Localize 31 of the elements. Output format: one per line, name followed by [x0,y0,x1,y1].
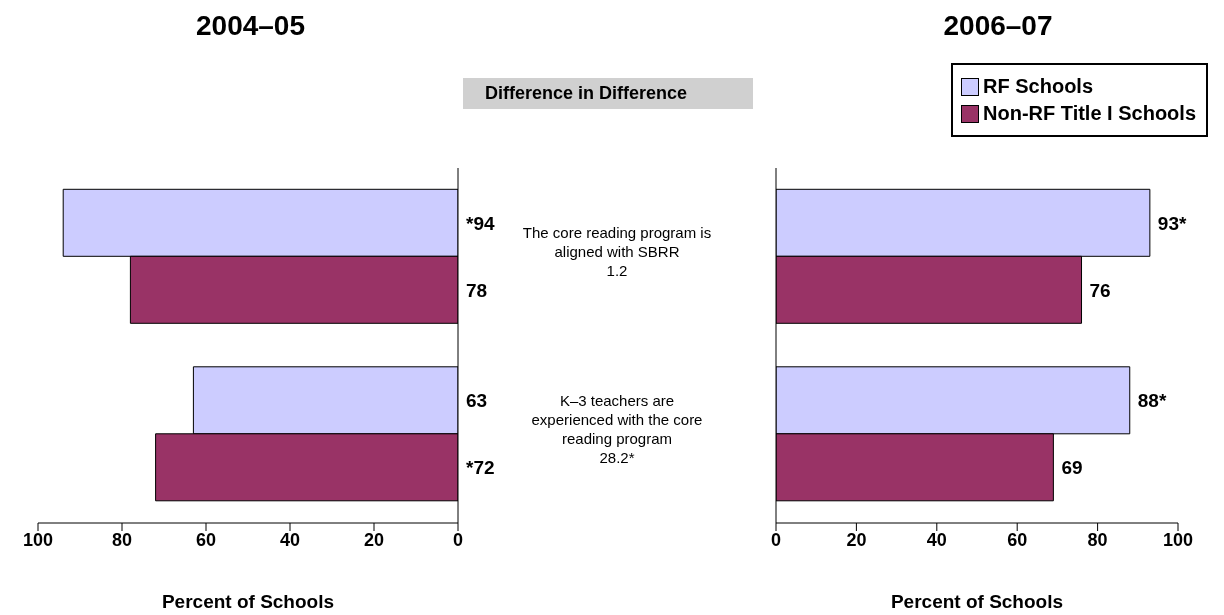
x-tick-label: 0 [770,529,782,550]
data-label: 76 [1089,279,1111,301]
data-label: 69 [1061,457,1083,479]
chart-title: 2004–05 [195,10,306,42]
legend-label: Non-RF Title I Schools [983,102,1196,125]
y-tick-label: K–3 teachers are experienced with the core reading program [531,391,703,447]
x-tick-label: 40 [279,529,301,550]
data-label: 78 [466,279,488,301]
text: Difference in Difference [463,78,753,109]
x-tick-label: 80 [1087,529,1108,550]
text: 28.2* [599,448,635,466]
x-tick-label: 40 [926,529,947,550]
x-tick-label: 60 [1007,529,1028,550]
text: 1.2 [606,261,628,279]
data-label: 93* [1157,212,1187,234]
data-label: *94 [466,212,495,234]
x-axis-title: Percent of Schools [161,591,335,612]
data-label: 88* [1137,390,1167,412]
y-tick-label: The core reading program is aligned with SBRR [522,223,712,260]
data-label: *72 [466,457,495,479]
x-tick-label: 80 [111,529,133,550]
x-axis-title: Percent of Schools [890,591,1064,612]
x-tick-label: 60 [195,529,217,550]
legend-label: RF Schools [983,75,1094,98]
x-tick-label: 0 [452,529,464,550]
x-tick-label: 20 [363,529,385,550]
x-tick-label: 100 [1162,529,1194,550]
x-tick-label: 100 [22,529,54,550]
x-tick-label: 20 [846,529,867,550]
chart-title: 2006–07 [942,10,1054,42]
data-label: 63 [466,390,488,412]
